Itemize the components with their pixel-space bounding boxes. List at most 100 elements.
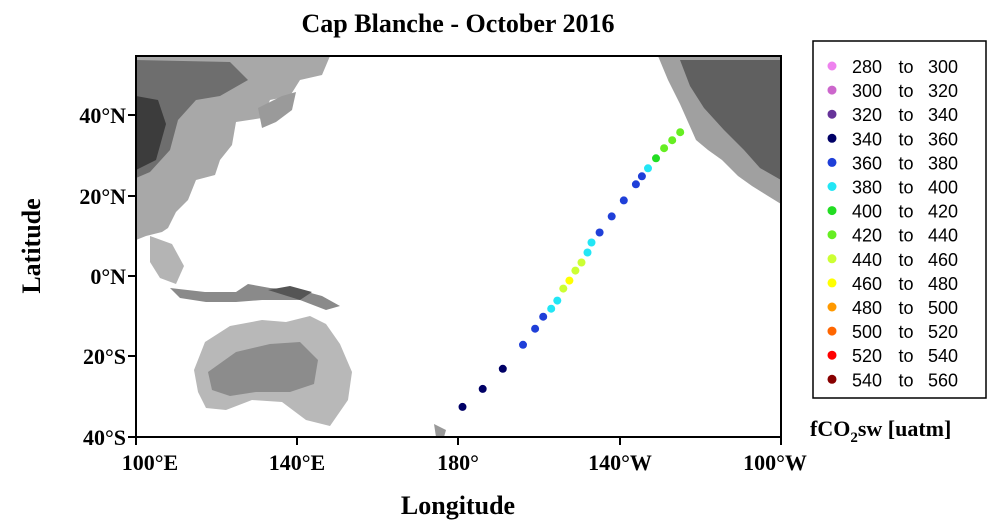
track-point — [559, 284, 568, 293]
legend-label-from: 380 — [852, 178, 882, 198]
legend-label-sep: to — [898, 322, 913, 342]
legend-swatch — [827, 230, 837, 240]
legend-label-sep: to — [898, 57, 913, 77]
y-tick-label: 40°N — [79, 103, 126, 128]
y-tick-label: 20°N — [79, 184, 126, 209]
land-layer — [136, 56, 781, 437]
track-point — [571, 266, 580, 275]
legend-label-to: 380 — [928, 153, 958, 173]
legend-label-to: 480 — [928, 274, 958, 294]
legend-label-from: 480 — [852, 298, 882, 318]
track-point — [478, 384, 487, 393]
legend-label-from: 520 — [852, 346, 882, 366]
legend-title-rest: sw [uatm] — [858, 416, 952, 441]
legend-label-to: 360 — [928, 129, 958, 149]
legend-swatch — [827, 326, 837, 336]
track-point — [660, 144, 669, 153]
track-point — [668, 136, 677, 145]
land-new-guinea — [268, 286, 312, 300]
legend-swatch — [827, 109, 837, 119]
legend-label-to: 560 — [928, 370, 958, 390]
legend-label-sep: to — [898, 346, 913, 366]
x-tick-label: 140°W — [588, 450, 652, 475]
track-point — [583, 248, 592, 257]
ship-track — [458, 128, 685, 411]
legend-title: fCO2sw [uatm] — [810, 416, 951, 446]
legend-label-sep: to — [898, 81, 913, 101]
y-tick-label: 20°S — [83, 344, 126, 369]
legend-label-from: 500 — [852, 322, 882, 342]
track-point — [652, 154, 660, 163]
legend-swatch — [827, 85, 837, 95]
track-point — [631, 180, 640, 189]
legend-label-sep: to — [898, 274, 913, 294]
legend-label-from: 540 — [852, 370, 882, 390]
legend-swatch — [827, 302, 837, 312]
legend-swatch — [827, 374, 837, 384]
map-panel — [135, 55, 782, 438]
legend-label-from: 320 — [852, 105, 882, 125]
track-point — [565, 276, 574, 285]
legend-label-to: 500 — [928, 298, 958, 318]
track-point — [619, 196, 628, 205]
legend-label-from: 420 — [852, 226, 882, 246]
x-tick-label: 140°E — [269, 450, 325, 475]
y-axis: 40°N 20°N 0°N 20°S 40°S Latitude — [17, 103, 136, 450]
legend-label-to: 300 — [928, 57, 958, 77]
x-tick-label: 100°E — [122, 450, 178, 475]
land-north-america-dark — [680, 60, 781, 180]
legend-label-sep: to — [898, 202, 913, 222]
legend-label-to: 540 — [928, 346, 958, 366]
land-indochina — [150, 236, 184, 284]
legend-title-subscript: 2 — [850, 430, 858, 446]
legend-label-from: 460 — [852, 274, 882, 294]
y-tick-label: 40°S — [83, 425, 126, 450]
legend-items: 280 to 300 300 to 320 320 to 340 340 to 360 360 to 380… — [827, 57, 958, 390]
land-asia-darkest — [136, 96, 166, 170]
track-point — [607, 212, 616, 221]
track-point — [519, 340, 527, 349]
legend-label-to: 400 — [928, 178, 958, 198]
track-point — [498, 364, 507, 373]
legend-label-to: 520 — [928, 322, 958, 342]
legend-label-from: 360 — [852, 153, 882, 173]
land-japan — [258, 92, 296, 128]
legend-label-from: 280 — [852, 57, 882, 77]
legend-label-sep: to — [898, 178, 913, 198]
land-asia-dark — [136, 60, 248, 178]
track-point — [539, 312, 548, 321]
track-point — [553, 296, 562, 305]
legend-label-from: 400 — [852, 202, 882, 222]
legend-label-sep: to — [898, 250, 913, 270]
legend-swatch — [827, 206, 837, 216]
legend-label-sep: to — [898, 370, 913, 390]
legend-label-from: 300 — [852, 81, 882, 101]
track-point — [644, 164, 652, 173]
x-axis: 100°E 140°E 180° 140°W 100°W Longitude — [122, 437, 807, 520]
legend-label-from: 440 — [852, 250, 882, 270]
track-point — [637, 172, 646, 181]
legend-label-sep: to — [898, 105, 913, 125]
legend-label-sep: to — [898, 129, 913, 149]
legend-swatch — [827, 254, 837, 264]
legend-label-to: 340 — [928, 105, 958, 125]
track-point — [547, 304, 556, 313]
x-tick-label: 180° — [437, 450, 479, 475]
chart-title: Cap Blanche - October 2016 — [302, 9, 615, 38]
legend-swatch — [827, 133, 837, 143]
y-tick-label: 0°N — [90, 264, 126, 289]
legend-swatch — [827, 182, 837, 191]
land-new-zealand — [434, 424, 446, 437]
x-tick-label: 100°W — [743, 450, 807, 475]
legend-label-from: 340 — [852, 129, 882, 149]
track-point — [676, 128, 685, 137]
x-axis-label: Longitude — [401, 491, 515, 520]
legend-label-sep: to — [898, 298, 913, 318]
track-point — [577, 258, 586, 267]
land-australia-mid — [208, 342, 318, 396]
track-point — [587, 238, 596, 247]
track-point — [595, 228, 604, 237]
legend-label-sep: to — [898, 153, 913, 173]
legend-label-to: 420 — [928, 202, 958, 222]
track-point — [458, 402, 467, 411]
